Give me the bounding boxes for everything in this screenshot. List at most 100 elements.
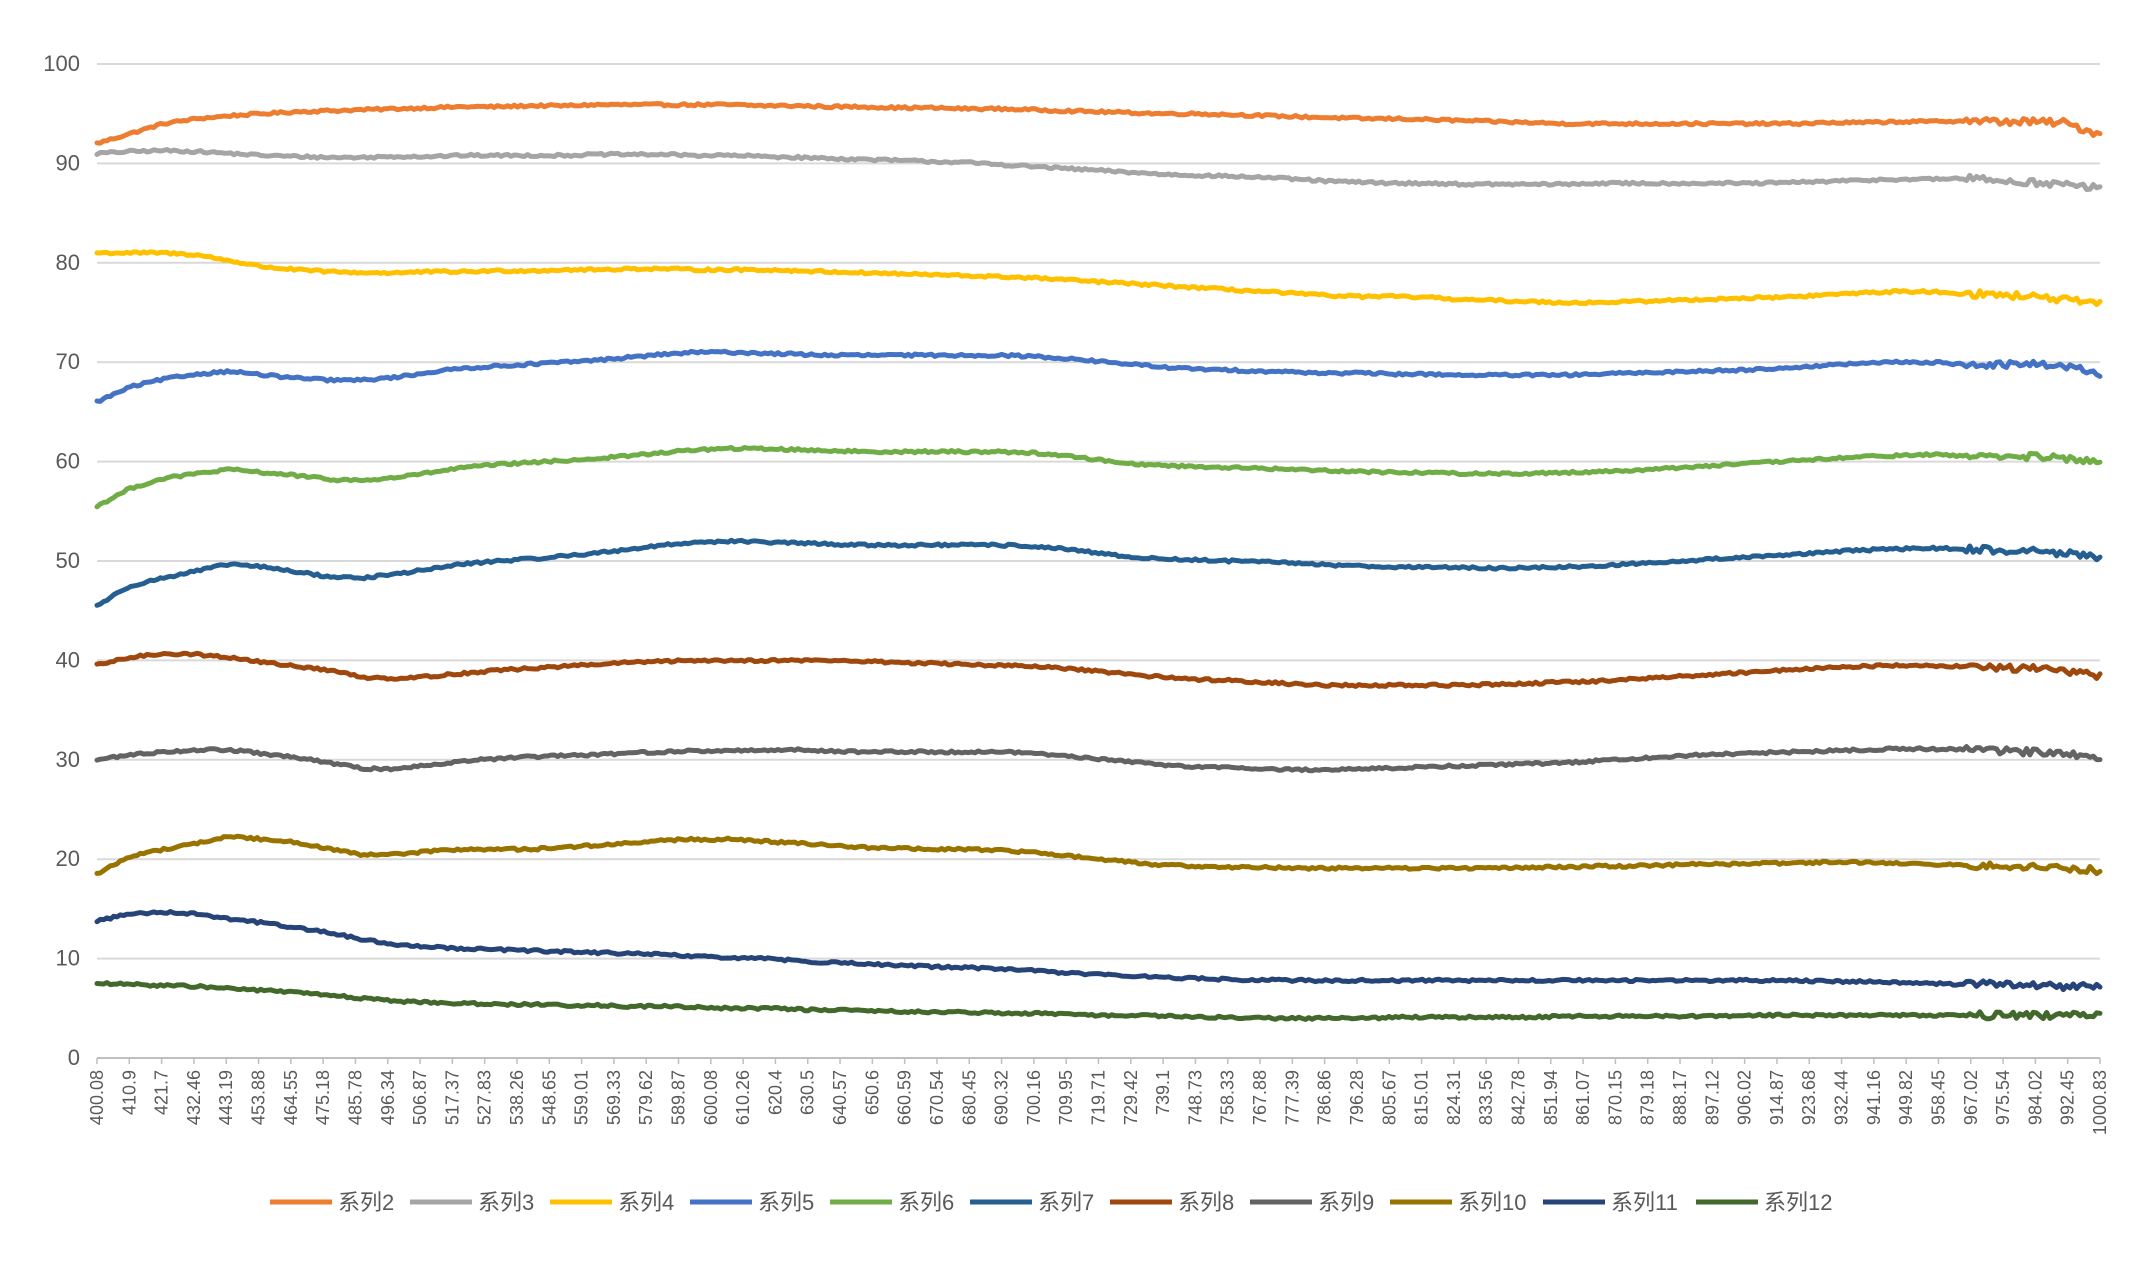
x-tick-label: 815.01: [1412, 1070, 1432, 1125]
y-tick-label: 40: [56, 647, 80, 672]
x-tick-label: 690.32: [992, 1070, 1012, 1125]
x-tick-label: 432.46: [184, 1070, 204, 1125]
x-tick-label: 758.33: [1218, 1070, 1238, 1125]
x-tick-label: 579.62: [636, 1070, 656, 1125]
y-tick-label: 20: [56, 846, 80, 871]
legend-label: 系列2: [338, 1190, 394, 1215]
y-tick-label: 70: [56, 349, 80, 374]
y-tick-label: 80: [56, 250, 80, 275]
x-tick-label: 589.87: [669, 1070, 689, 1125]
series-line-系列5: [94, 348, 2103, 404]
x-tick-label: 517.37: [442, 1070, 462, 1125]
x-tick-label: 941.16: [1864, 1070, 1884, 1125]
x-tick-label: 506.87: [410, 1070, 430, 1125]
x-tick-label: 739.1: [1153, 1070, 1173, 1115]
x-tick-label: 670.54: [927, 1070, 947, 1125]
y-tick-label: 50: [56, 548, 80, 573]
legend: 系列2 系列3 系列4 系列5 系列6 系列7 系列8 系列9 系列10 系列11 系列12: [270, 1190, 1832, 1215]
x-tick-label: 923.68: [1799, 1070, 1819, 1125]
x-tick-label: 410.9: [119, 1070, 139, 1115]
x-tick-label: 805.67: [1379, 1070, 1399, 1125]
x-tick-label: 610.26: [733, 1070, 753, 1125]
x-axis-ticks: 400.08 410.9 421.7 432.46 443.19 453.88 464.55…: [87, 1058, 2110, 1135]
x-tick-label: 786.86: [1315, 1070, 1335, 1125]
y-tick-label: 10: [56, 946, 80, 971]
x-tick-label: 851.94: [1541, 1070, 1561, 1125]
x-tick-label: 984.02: [2025, 1070, 2045, 1125]
x-tick-label: 630.5: [798, 1070, 818, 1115]
x-tick-label: 464.55: [281, 1070, 301, 1125]
x-tick-label: 719.71: [1089, 1070, 1109, 1125]
legend-label: 系列5: [758, 1190, 814, 1215]
x-tick-label: 496.34: [378, 1070, 398, 1125]
x-tick-label: 879.18: [1638, 1070, 1658, 1125]
x-tick-label: 559.01: [572, 1070, 592, 1125]
series-line-系列12: [94, 980, 2103, 1022]
x-tick-label: 729.42: [1121, 1070, 1141, 1125]
x-tick-label: 975.54: [1993, 1070, 2013, 1125]
legend-label: 系列6: [898, 1190, 954, 1215]
x-tick-label: 958.45: [1928, 1070, 1948, 1125]
x-tick-label: 906.02: [1735, 1070, 1755, 1125]
x-tick-label: 777.39: [1282, 1070, 1302, 1125]
series-line-系列7: [94, 537, 2103, 608]
x-tick-label: 600.08: [701, 1070, 721, 1125]
series-line-系列4: [94, 249, 2103, 308]
series-line-系列6: [94, 445, 2103, 510]
y-tick-label: 90: [56, 150, 80, 175]
x-tick-label: 475.18: [313, 1070, 333, 1125]
series-line-系列11: [94, 909, 2103, 993]
y-tick-label: 60: [56, 449, 80, 474]
x-tick-label: 400.08: [87, 1070, 107, 1125]
x-tick-label: 861.07: [1573, 1070, 1593, 1125]
x-tick-label: 748.73: [1185, 1070, 1205, 1125]
x-tick-label: 992.45: [2058, 1070, 2078, 1125]
x-tick-label: 548.65: [539, 1070, 559, 1125]
x-tick-label: 443.19: [216, 1070, 236, 1125]
x-tick-label: 897.12: [1702, 1070, 1722, 1125]
series-line-系列9: [94, 744, 2103, 774]
y-tick-label: 30: [56, 747, 80, 772]
x-tick-label: 527.83: [475, 1070, 495, 1125]
x-tick-label: 796.28: [1347, 1070, 1367, 1125]
legend-label: 系列12: [1764, 1190, 1832, 1215]
x-tick-label: 967.02: [1961, 1070, 1981, 1125]
x-tick-label: 453.88: [249, 1070, 269, 1125]
x-tick-label: 1000.83: [2090, 1070, 2110, 1135]
legend-label: 系列10: [1458, 1190, 1526, 1215]
x-tick-label: 700.16: [1024, 1070, 1044, 1125]
x-tick-label: 569.33: [604, 1070, 624, 1125]
x-tick-label: 914.87: [1767, 1070, 1787, 1125]
x-tick-label: 824.31: [1444, 1070, 1464, 1125]
legend-label: 系列4: [618, 1190, 674, 1215]
x-tick-label: 650.6: [862, 1070, 882, 1115]
series-line-系列10: [94, 833, 2103, 877]
legend-label: 系列9: [1318, 1190, 1374, 1215]
x-tick-label: 485.78: [345, 1070, 365, 1125]
x-tick-label: 620.4: [765, 1070, 785, 1115]
x-tick-label: 949.82: [1896, 1070, 1916, 1125]
x-tick-label: 833.56: [1476, 1070, 1496, 1125]
legend-label: 系列3: [478, 1190, 534, 1215]
x-tick-label: 538.26: [507, 1070, 527, 1125]
x-tick-label: 767.88: [1250, 1070, 1270, 1125]
series-lines: [94, 101, 2103, 1022]
series-line-系列3: [94, 147, 2103, 192]
x-tick-label: 888.17: [1670, 1070, 1690, 1125]
x-tick-label: 870.15: [1605, 1070, 1625, 1125]
legend-label: 系列7: [1038, 1190, 1094, 1215]
x-tick-label: 421.7: [152, 1070, 172, 1115]
y-tick-label: 0: [68, 1045, 80, 1070]
x-tick-label: 932.44: [1832, 1070, 1852, 1125]
legend-label: 系列11: [1611, 1190, 1678, 1215]
x-tick-label: 660.59: [895, 1070, 915, 1125]
x-tick-label: 709.95: [1056, 1070, 1076, 1125]
legend-label: 系列8: [1178, 1190, 1234, 1215]
y-axis-ticks: 0 10 20 30 40 50 60 70 80 90 100: [43, 51, 80, 1070]
series-line-系列8: [94, 650, 2103, 689]
series-line-系列2: [94, 101, 2103, 146]
x-tick-label: 842.78: [1508, 1070, 1528, 1125]
